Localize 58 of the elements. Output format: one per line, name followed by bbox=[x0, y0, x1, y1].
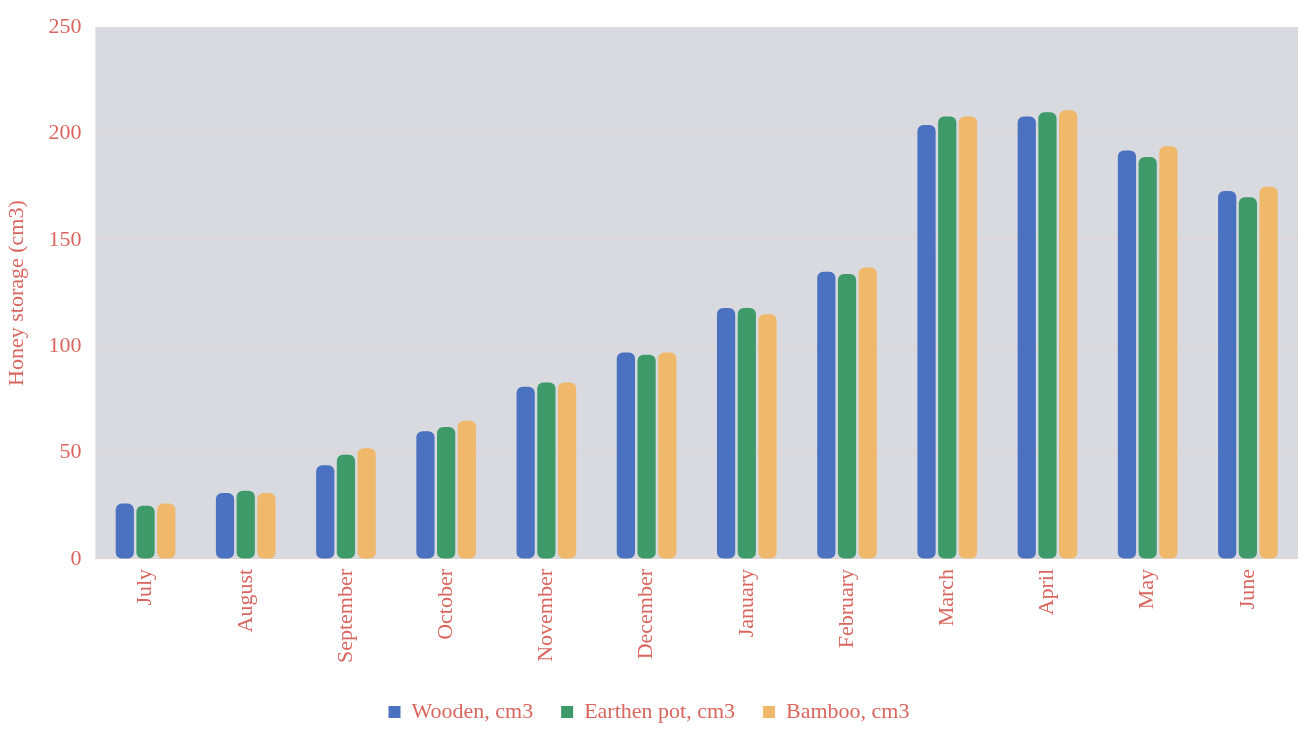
bar bbox=[1138, 156, 1157, 559]
y-tick-label: 0 bbox=[70, 544, 82, 570]
bar bbox=[938, 116, 957, 559]
bar bbox=[136, 505, 155, 559]
bar bbox=[858, 267, 877, 559]
bar bbox=[437, 427, 456, 559]
bar bbox=[917, 125, 936, 559]
bar bbox=[1059, 110, 1078, 559]
y-axis-title: Honey storage (cm3) bbox=[2, 200, 28, 386]
bar bbox=[557, 382, 577, 559]
x-tick-label: February bbox=[832, 568, 858, 649]
bar bbox=[336, 454, 356, 559]
x-tick-label: October bbox=[431, 568, 457, 640]
x-tick-label: November bbox=[532, 568, 558, 662]
bar bbox=[1117, 150, 1137, 559]
bar bbox=[658, 352, 677, 559]
bar bbox=[1038, 112, 1057, 559]
bar bbox=[616, 352, 635, 559]
legend-label: Bamboo, cm3 bbox=[786, 697, 910, 723]
bar bbox=[758, 314, 777, 559]
bar bbox=[537, 382, 556, 559]
y-tick-label: 50 bbox=[59, 438, 82, 464]
legend-label: Wooden, cm3 bbox=[411, 697, 534, 723]
bar bbox=[115, 503, 134, 559]
x-tick-label: January bbox=[732, 568, 758, 638]
bar bbox=[357, 448, 376, 559]
x-tick-label: May bbox=[1133, 568, 1159, 610]
bar bbox=[257, 492, 276, 559]
y-tick-label: 250 bbox=[48, 12, 82, 38]
bar bbox=[1238, 197, 1258, 559]
bar bbox=[737, 307, 756, 559]
bar bbox=[817, 271, 836, 559]
x-tick-label: June bbox=[1233, 568, 1259, 610]
bar bbox=[457, 420, 476, 559]
bar bbox=[215, 492, 235, 559]
x-tick-label: March bbox=[933, 568, 959, 627]
y-tick-label: 100 bbox=[48, 332, 82, 358]
y-tick-label: 150 bbox=[48, 225, 82, 251]
bar bbox=[157, 503, 176, 559]
bar bbox=[516, 386, 535, 559]
bar bbox=[1259, 186, 1278, 559]
legend-label: Earthen pot, cm3 bbox=[584, 697, 736, 723]
bar bbox=[637, 354, 656, 559]
x-tick-label: September bbox=[331, 568, 357, 664]
bar bbox=[1017, 116, 1036, 559]
x-tick-label: December bbox=[632, 568, 658, 660]
bar bbox=[837, 273, 857, 559]
x-tick-label: July bbox=[131, 568, 157, 606]
x-tick-label: April bbox=[1033, 568, 1059, 616]
bar bbox=[716, 307, 736, 559]
bar bbox=[1218, 190, 1237, 559]
bar bbox=[236, 490, 255, 559]
bar bbox=[316, 465, 335, 559]
bar bbox=[1159, 146, 1178, 559]
bar bbox=[958, 116, 978, 559]
bar bbox=[416, 431, 435, 559]
x-tick-label: August bbox=[231, 568, 257, 633]
y-tick-label: 200 bbox=[48, 119, 82, 145]
